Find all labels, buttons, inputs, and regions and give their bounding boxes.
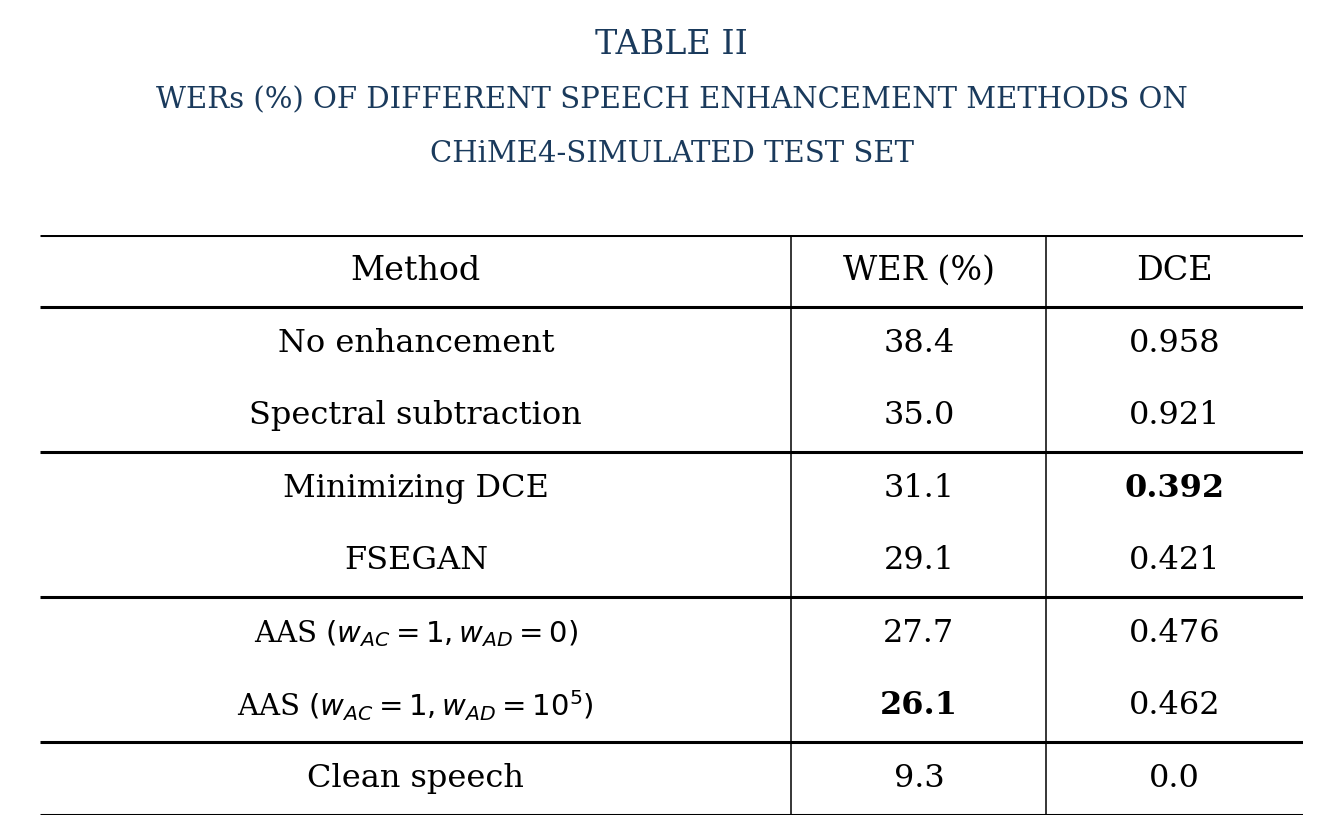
Text: 0.476: 0.476 — [1128, 618, 1221, 649]
Text: 29.1: 29.1 — [884, 546, 955, 576]
Text: 0.0: 0.0 — [1150, 763, 1201, 794]
Text: 0.462: 0.462 — [1128, 690, 1221, 722]
Text: WER (%): WER (%) — [843, 255, 995, 287]
Text: DCE: DCE — [1136, 255, 1213, 287]
Text: 0.421: 0.421 — [1129, 546, 1221, 576]
Text: WERs (%) OF DIFFERENT SPEECH ENHANCEMENT METHODS ON: WERs (%) OF DIFFERENT SPEECH ENHANCEMENT… — [156, 86, 1187, 114]
Text: 26.1: 26.1 — [880, 690, 958, 722]
Text: Clean speech: Clean speech — [308, 763, 524, 794]
Text: AAS $(w_{AC}=1, w_{AD}=0)$: AAS $(w_{AC}=1, w_{AD}=0)$ — [254, 618, 577, 649]
Text: Method: Method — [351, 255, 481, 287]
Text: 9.3: 9.3 — [893, 763, 944, 794]
Text: AAS $(w_{AC}=1, w_{AD}=10^5)$: AAS $(w_{AC}=1, w_{AD}=10^5)$ — [238, 689, 594, 723]
Text: 27.7: 27.7 — [884, 618, 955, 649]
Text: TABLE II: TABLE II — [595, 29, 748, 61]
Text: Spectral subtraction: Spectral subtraction — [250, 400, 583, 431]
Text: 35.0: 35.0 — [884, 400, 955, 431]
Text: 38.4: 38.4 — [884, 328, 955, 359]
Text: CHiME4-SIMULATED TEST SET: CHiME4-SIMULATED TEST SET — [430, 140, 913, 168]
Text: FSEGAN: FSEGAN — [344, 546, 488, 576]
Text: 0.921: 0.921 — [1129, 400, 1221, 431]
Text: 31.1: 31.1 — [884, 473, 955, 504]
Text: 0.958: 0.958 — [1128, 328, 1221, 359]
Text: Minimizing DCE: Minimizing DCE — [283, 473, 549, 504]
Text: No enhancement: No enhancement — [278, 328, 555, 359]
Text: 0.392: 0.392 — [1124, 473, 1225, 504]
